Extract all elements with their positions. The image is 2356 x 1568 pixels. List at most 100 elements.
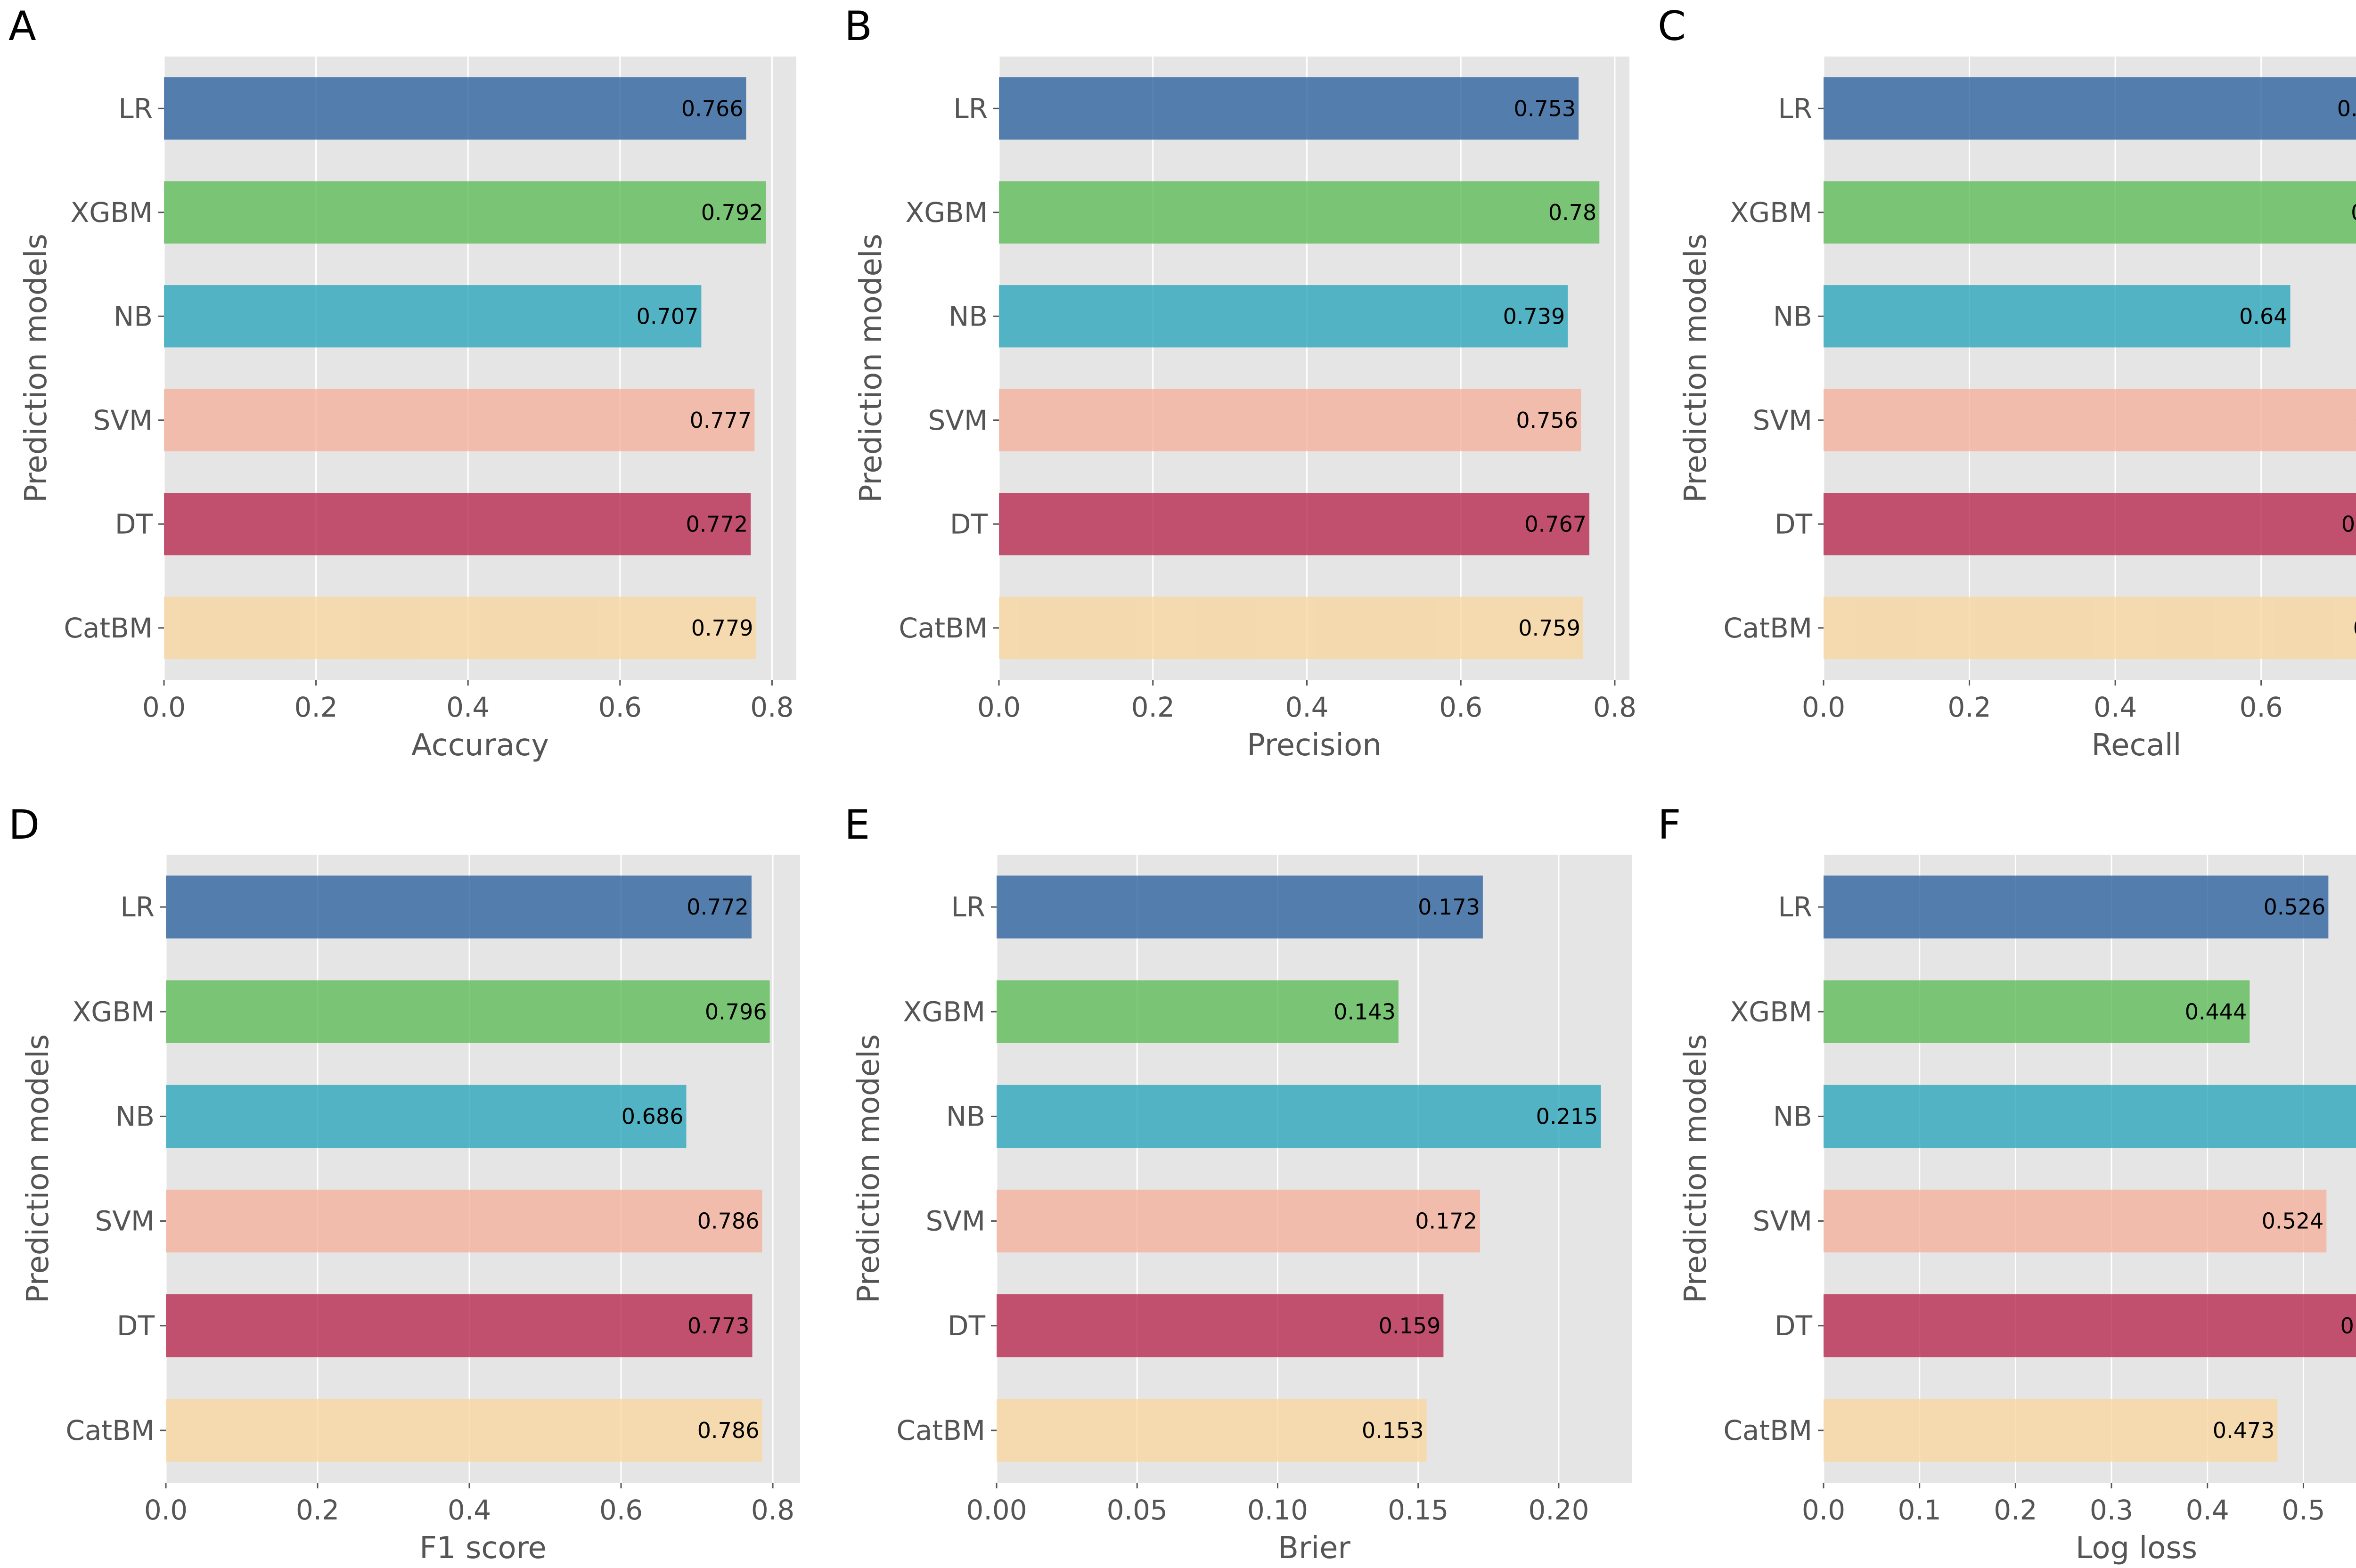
x-tick-label: 0.8: [1593, 691, 1636, 723]
x-tick-label: 0.4: [2186, 1494, 2229, 1526]
category-tick-label: LR: [1778, 92, 1812, 124]
bar-lr[interactable]: [997, 875, 1483, 939]
bar-nb[interactable]: [1824, 285, 2291, 348]
category-tick-label: NB: [1773, 1100, 1812, 1132]
bar-xgbm[interactable]: [164, 181, 766, 244]
category-tick-label: DT: [948, 1310, 986, 1342]
category-tick-label: SVM: [1752, 404, 1812, 436]
x-tick-label: 0.10: [1247, 1494, 1308, 1526]
value-label: 0.753: [1513, 96, 1576, 121]
bar-catbm[interactable]: [166, 1399, 762, 1462]
category-tick-label: SVM: [928, 404, 988, 436]
category-tick-label: NB: [114, 300, 153, 332]
value-label: 0.759: [1518, 615, 1580, 641]
bar-nb[interactable]: [1824, 1085, 2356, 1148]
x-tick-label: 0.6: [599, 1494, 643, 1526]
x-axis-label: Precision: [1247, 728, 1382, 763]
bar-dt[interactable]: [999, 493, 1590, 555]
value-label: 0.792: [701, 200, 763, 225]
value-label: 0.524: [2262, 1209, 2324, 1234]
value-label: 0.173: [1418, 894, 1480, 920]
panel-label: F: [1658, 801, 1681, 849]
value-label: 0.812: [2351, 200, 2356, 225]
bar-dt[interactable]: [1824, 493, 2356, 555]
category-tick-label: SVM: [93, 404, 153, 436]
y-axis-label: Prediction models: [1678, 1034, 1713, 1303]
x-tick-label: 0.4: [2094, 691, 2137, 723]
category-tick-label: NB: [946, 1100, 985, 1132]
chart-panel-b: 0.753 LR 0.78 XGBM 0.739 NB 0.756 SVM 0.767 DT 0.7…: [844, 3, 1636, 763]
x-tick-label: 0.00: [966, 1494, 1027, 1526]
bar-catbm[interactable]: [1824, 596, 2356, 659]
chart-panel-a: 0.766 LR 0.792 XGBM 0.707 NB 0.777 SVM 0.772 DT 0.…: [8, 3, 796, 763]
value-label: 0.786: [697, 1418, 760, 1443]
bar-dt[interactable]: [166, 1294, 753, 1357]
y-axis-label: Prediction models: [1678, 234, 1713, 503]
category-tick-label: XGBM: [72, 996, 155, 1028]
x-tick-label: 0.4: [446, 691, 490, 723]
category-tick-label: NB: [115, 1100, 155, 1132]
value-label: 0.159: [1379, 1313, 1441, 1339]
x-tick-label: 0.0: [1802, 1494, 1845, 1526]
x-tick-label: 0.15: [1388, 1494, 1448, 1526]
bar-svm[interactable]: [997, 1189, 1480, 1253]
bar-dt[interactable]: [997, 1294, 1444, 1357]
x-tick-label: 0.6: [2240, 691, 2283, 723]
bar-xgbm[interactable]: [1824, 980, 2250, 1043]
value-label: 0.526: [2264, 894, 2326, 920]
category-tick-label: DT: [950, 508, 988, 540]
category-tick-label: DT: [117, 1310, 155, 1342]
x-tick-label: 0.8: [751, 1494, 794, 1526]
plot-background: [166, 855, 800, 1483]
x-tick-label: 0.2: [294, 691, 337, 723]
category-tick-label: DT: [1775, 1310, 1813, 1342]
y-axis-label: Prediction models: [21, 1034, 56, 1303]
bar-dt[interactable]: [164, 493, 751, 555]
bar-nb[interactable]: [164, 285, 702, 348]
x-axis-label: Log loss: [2076, 1531, 2197, 1566]
bar-svm[interactable]: [999, 389, 1581, 451]
bar-svm[interactable]: [1824, 389, 2356, 451]
value-label: 0.686: [622, 1103, 684, 1129]
bar-lr[interactable]: [1824, 875, 2329, 939]
bar-xgbm[interactable]: [166, 980, 770, 1043]
x-tick-label: 0.6: [598, 691, 642, 723]
category-tick-label: NB: [949, 300, 988, 332]
y-axis-label: Prediction models: [851, 1034, 886, 1303]
bar-lr[interactable]: [164, 77, 746, 140]
value-label: 0.817: [2355, 408, 2356, 433]
x-tick-label: 0.6: [1439, 691, 1482, 723]
bar-catbm[interactable]: [997, 1399, 1427, 1462]
bar-svm[interactable]: [166, 1189, 762, 1253]
bar-nb[interactable]: [997, 1085, 1601, 1148]
value-label: 0.777: [690, 408, 752, 433]
panel-label: B: [844, 3, 872, 50]
bar-svm[interactable]: [164, 389, 755, 451]
bar-catbm[interactable]: [1824, 1399, 2278, 1462]
bar-xgbm[interactable]: [1824, 181, 2356, 244]
category-tick-label: XGBM: [905, 196, 988, 229]
bar-xgbm[interactable]: [997, 980, 1399, 1043]
category-tick-label: CatBM: [1723, 612, 1812, 644]
category-tick-label: LR: [1778, 891, 1812, 923]
value-label: 0.796: [705, 999, 767, 1024]
bar-nb[interactable]: [999, 285, 1568, 348]
value-label: 0.606: [2340, 1313, 2356, 1339]
bar-lr[interactable]: [166, 875, 752, 939]
bar-lr[interactable]: [999, 77, 1579, 140]
bar-svm[interactable]: [1824, 1189, 2327, 1253]
x-tick-label: 0.0: [144, 1494, 188, 1526]
bar-catbm[interactable]: [164, 596, 756, 659]
bar-xgbm[interactable]: [999, 181, 1600, 244]
x-axis-label: F1 score: [419, 1531, 547, 1566]
category-tick-label: DT: [115, 508, 153, 540]
bar-catbm[interactable]: [999, 596, 1583, 659]
bar-lr[interactable]: [1824, 77, 2356, 140]
value-label: 0.739: [1503, 303, 1565, 329]
value-label: 0.779: [691, 615, 753, 641]
bar-nb[interactable]: [166, 1085, 687, 1148]
x-tick-label: 0.4: [1285, 691, 1328, 723]
x-tick-label: 0.5: [2282, 1494, 2325, 1526]
value-label: 0.172: [1415, 1209, 1477, 1234]
bar-dt[interactable]: [1824, 1294, 2356, 1357]
